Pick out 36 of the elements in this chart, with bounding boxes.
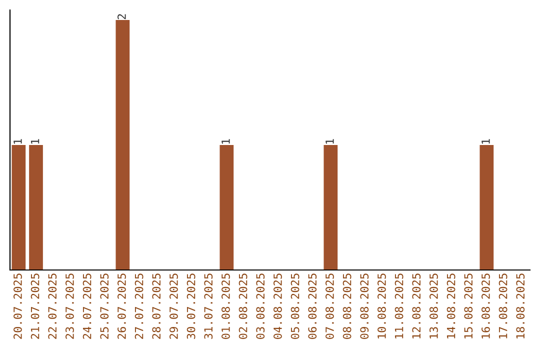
x-tick-label: 22.07.2025 <box>48 274 57 339</box>
x-tick-label: 21.07.2025 <box>30 274 40 339</box>
data-label: 1 <box>482 139 490 144</box>
x-tick-label: 04.08.2025 <box>274 274 282 339</box>
x-tick-label: 03.08.2025 <box>256 274 265 339</box>
x-tick-label: 28.07.2025 <box>152 274 161 339</box>
x-tick-label: 06.08.2025 <box>308 274 317 339</box>
data-label: 2 <box>118 14 126 20</box>
x-tick-label: 29.07.2025 <box>170 274 178 339</box>
x-tick-label: 20.07.2025 <box>14 274 22 339</box>
x-tick-label: 05.08.2025 <box>290 274 300 339</box>
data-label: 1 <box>14 139 22 144</box>
x-tick-label: 17.08.2025 <box>498 274 508 338</box>
x-tick-label: 25.07.2025 <box>100 274 109 339</box>
x-tick-label: 10.08.2025 <box>378 274 386 338</box>
x-tick-label: 13.08.2025 <box>430 274 438 338</box>
x-tick-label: 16.08.2025 <box>482 274 490 338</box>
x-tick-label: 30.07.2025 <box>186 274 196 339</box>
x-tick-label: 23.07.2025 <box>66 274 74 339</box>
data-label: 1 <box>326 139 334 144</box>
x-tick-label: 15.08.2025 <box>464 274 473 338</box>
x-tick-label: 31.07.2025 <box>204 274 213 339</box>
x-tick-label: 12.08.2025 <box>412 274 421 338</box>
x-tick-label: 08.08.2025 <box>342 274 352 339</box>
x-tick-label: 14.08.2025 <box>446 274 456 338</box>
x-tick-label: 24.07.2025 <box>82 274 92 339</box>
x-tick-label: 11.08.2025 <box>394 274 404 338</box>
data-label: 1 <box>30 139 40 144</box>
x-tick-label: 26.07.2025 <box>118 274 126 339</box>
data-label: 1 <box>222 139 230 144</box>
x-tick-label: 27.07.2025 <box>134 274 144 339</box>
x-tick-label: 18.08.2025 <box>516 274 525 338</box>
x-tick-label: 01.08.2025 <box>222 274 230 339</box>
x-tick-label: 07.08.2025 <box>326 274 334 339</box>
x-tick-label: 09.08.2025 <box>360 274 369 339</box>
x-tick-label: 02.08.2025 <box>238 274 248 339</box>
